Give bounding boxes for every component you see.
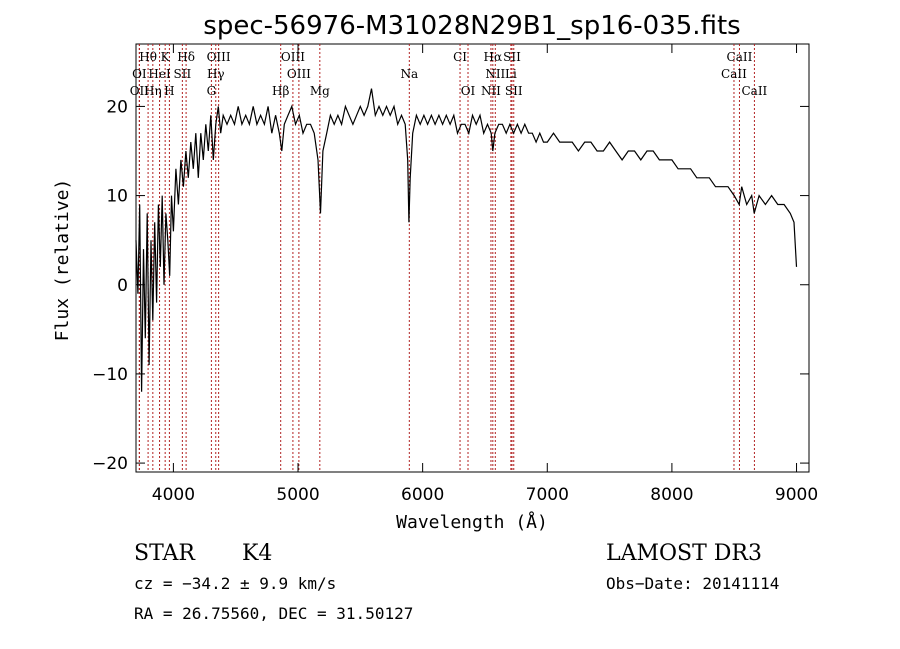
x-tick-label: 4000 xyxy=(152,485,195,505)
coords-readout: RA = 26.75560, DEC = 31.50127 xyxy=(134,604,413,623)
spectral-line-label: Li xyxy=(505,67,517,81)
spectral-line-label: SII xyxy=(505,84,523,98)
x-tick-label: 5000 xyxy=(276,485,319,505)
spectral-line-label: G xyxy=(207,84,217,98)
flux-series-group xyxy=(135,88,798,392)
object-subclass: K4 xyxy=(242,541,272,566)
y-tick-label: −20 xyxy=(92,454,128,474)
spectral-line-label: SII xyxy=(174,67,192,81)
plot-frame xyxy=(135,43,810,473)
spectral-line-label: Hγ xyxy=(207,67,225,81)
x-tick-label: 7000 xyxy=(526,485,569,505)
spectral-line-label: Mg xyxy=(310,84,330,98)
spectral-line-label: NII xyxy=(481,84,501,98)
y-axis-label: Flux (relative) xyxy=(52,179,73,342)
spectral-line-label: Hδ xyxy=(177,50,195,64)
y-tick-label: −10 xyxy=(92,365,128,385)
x-tick-label: 9000 xyxy=(775,485,818,505)
x-tick-label: 8000 xyxy=(650,485,693,505)
x-tick-label: 6000 xyxy=(401,485,444,505)
y-tick-label: 0 xyxy=(117,276,128,296)
spectral-line-label: Hβ xyxy=(272,84,289,98)
spectral-line-label: Hα xyxy=(484,50,503,64)
spectral-line-label: OI xyxy=(461,84,476,98)
spectral-line-label: Hη xyxy=(144,84,162,98)
x-axis-ticks: 4000 5000 6000 7000 8000 9000 xyxy=(152,44,818,505)
spectral-line-label: CaII xyxy=(741,84,767,98)
spectral-line-label: H xyxy=(164,84,174,98)
spectral-line-label: Hθ xyxy=(139,50,157,64)
cz-readout: cz = −34.2 ± 9.9 km/s xyxy=(134,574,336,593)
chart-title: spec-56976-M31028N29B1_sp16-035.fits xyxy=(203,11,740,41)
spectral-line-label: CaII xyxy=(721,67,747,81)
spectral-line-label: HeI xyxy=(148,67,171,81)
object-class: STAR xyxy=(134,541,196,566)
flux-series-line xyxy=(135,88,798,392)
spectral-line-label: OII xyxy=(130,84,150,98)
spectral-line-label: OIII xyxy=(281,50,305,64)
spectral-line-label: NII xyxy=(485,67,505,81)
x-axis-label: Wavelength (Å) xyxy=(396,511,548,533)
survey-name: LAMOST DR3 xyxy=(606,541,762,566)
spectral-line-label: SII xyxy=(503,50,521,64)
y-tick-label: 10 xyxy=(106,187,128,207)
y-axis-ticks: −20 −10 0 10 20 xyxy=(92,97,809,474)
spectral-line-label: OIII xyxy=(287,67,311,81)
spectral-line-label: OIII xyxy=(207,50,231,64)
spectral-line-label: Na xyxy=(400,67,418,81)
spectral-line-label: OI xyxy=(132,67,147,81)
spectral-line-label: K xyxy=(161,50,171,64)
obs-date: Obs−Date: 20141114 xyxy=(606,574,779,593)
spectral-line-markers xyxy=(138,44,755,472)
spectral-line-label: CI xyxy=(453,50,467,64)
spectral-line-label: CaII xyxy=(727,50,753,64)
y-tick-label: 20 xyxy=(106,97,128,117)
